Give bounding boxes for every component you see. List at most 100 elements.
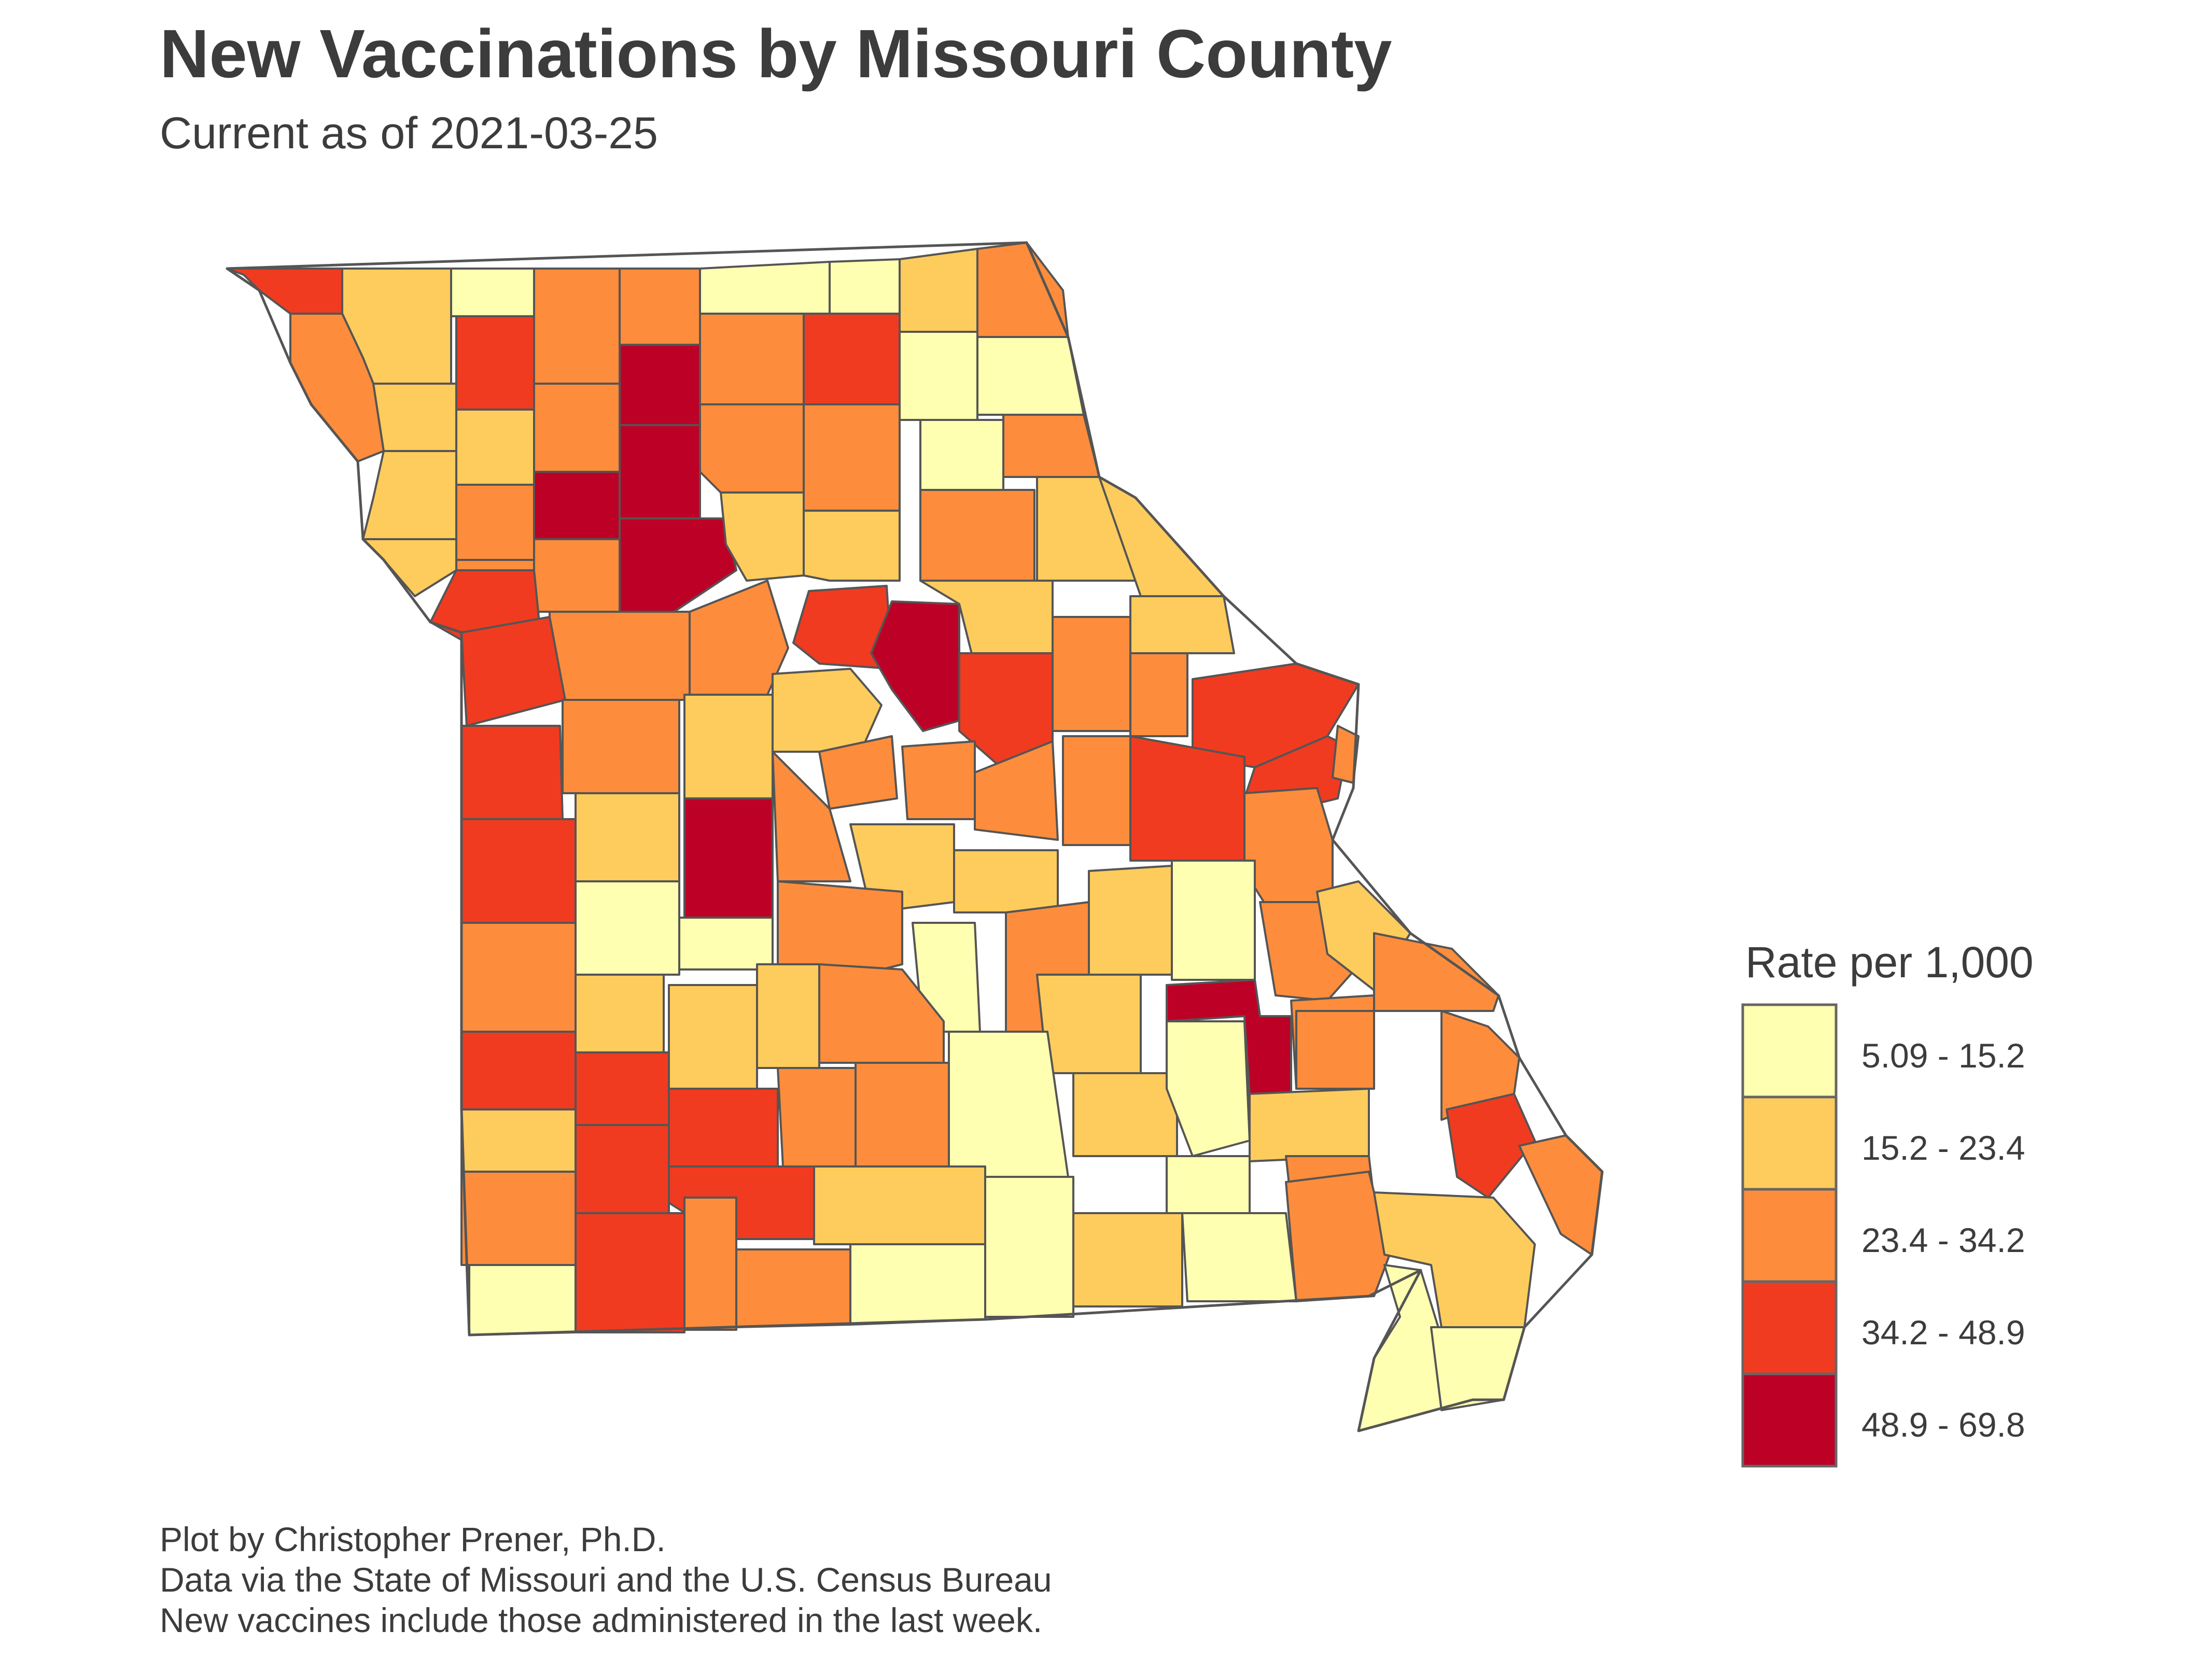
map-title: New Vaccinations by Missouri County	[160, 16, 1392, 92]
county-grundy	[533, 383, 621, 473]
legend-swatch-1	[1741, 1003, 1838, 1099]
county-moniteau	[818, 735, 898, 810]
legend-label-4: 34.2 - 48.9	[1861, 1313, 2025, 1352]
county-pettis	[683, 694, 774, 799]
caption-line-2: Data via the State of Missouri and the U…	[160, 1560, 1052, 1599]
county-lewis	[899, 331, 978, 421]
county-adair	[699, 313, 805, 405]
county-polk	[668, 984, 758, 1090]
county-worth	[450, 268, 535, 317]
county-mercer	[619, 268, 701, 346]
county-morgan	[772, 751, 851, 882]
caption-line-3: New vaccines include those administered …	[160, 1601, 1043, 1639]
county-texas	[948, 1031, 1069, 1178]
county-shannon	[1072, 1072, 1178, 1157]
legend-label-1: 5.09 - 15.2	[1861, 1036, 2025, 1075]
county-ray	[533, 538, 621, 613]
county-greene	[668, 1088, 779, 1168]
county-maries	[953, 849, 1059, 913]
county-marion	[919, 419, 1004, 491]
county-mcdonald	[468, 1264, 577, 1336]
county-buchanan	[362, 450, 457, 540]
county-daviess	[455, 409, 535, 486]
legend-swatches	[1741, 1003, 1838, 1468]
county-clark	[976, 242, 1069, 338]
county-lincoln	[1129, 595, 1235, 654]
county-ralls	[1002, 414, 1100, 478]
county-bates	[460, 818, 577, 924]
county-gentry	[455, 315, 535, 411]
county-jasper	[460, 1108, 577, 1173]
legend-label-3: 23.4 - 34.2	[1861, 1221, 2025, 1259]
county-stone	[683, 1197, 737, 1331]
county-warren	[1129, 652, 1188, 737]
county-lawrence	[575, 1124, 670, 1214]
county-st-clair	[575, 880, 680, 976]
map-subtitle: Current as of 2021-03-25	[160, 108, 658, 158]
legend-swatch-3	[1741, 1188, 1838, 1283]
county-webster	[777, 1067, 857, 1168]
county-cape-girardeau	[1440, 1010, 1520, 1121]
county-saline	[689, 580, 789, 696]
legend-swatch-4	[1741, 1280, 1838, 1375]
county-atchison	[226, 268, 343, 315]
county-cole	[901, 740, 976, 820]
county-ripley	[1181, 1212, 1297, 1302]
legend-swatch-5	[1741, 1372, 1838, 1468]
county-jackson	[460, 616, 566, 727]
county-knox	[803, 313, 901, 405]
county-lafayette	[549, 611, 691, 701]
state-outline	[226, 241, 1604, 1432]
county-crawford	[1088, 865, 1173, 976]
county-franklin	[1129, 735, 1245, 862]
county-perry	[1373, 932, 1500, 1012]
county-monroe	[919, 489, 1035, 582]
county-putnam	[699, 261, 831, 315]
county-chariton	[720, 491, 805, 582]
county-dunklin	[1430, 1326, 1525, 1411]
caption-line-1: Plot by Christopher Prener, Ph.D.	[160, 1520, 666, 1558]
county-scotland	[899, 248, 978, 333]
county-douglas	[813, 1165, 986, 1245]
county-montgomery	[1052, 616, 1131, 732]
legend-title: Rate per 1,000	[1745, 938, 2034, 987]
county-cedar	[575, 974, 665, 1053]
legend-swatch-2	[1741, 1095, 1838, 1191]
county-livingston	[619, 424, 701, 519]
caption: Plot by Christopher Prener, Ph.D. Data v…	[160, 1519, 1052, 1640]
county-howard	[792, 585, 893, 670]
county-shelby	[803, 403, 901, 512]
county-marion-n	[976, 336, 1085, 416]
county-wright	[855, 1062, 950, 1178]
county-randolph	[803, 510, 901, 582]
county-sullivan	[619, 344, 701, 426]
county-cass	[460, 725, 564, 820]
county-cooper	[772, 668, 883, 753]
legend-label-5: 48.9 - 69.8	[1861, 1405, 2025, 1444]
county-carroll	[619, 517, 737, 613]
county-dent	[1036, 974, 1142, 1074]
county-hickory	[678, 917, 774, 971]
county-taney	[735, 1248, 851, 1328]
county-benton	[683, 797, 774, 919]
county-howell	[984, 1176, 1074, 1318]
county-newton	[460, 1171, 577, 1266]
county-scott	[1446, 1093, 1536, 1199]
legend-label-2: 15.2 - 23.4	[1861, 1129, 2025, 1167]
county-macon	[699, 403, 805, 494]
county-oregon	[1072, 1212, 1183, 1307]
county-bollinger	[1295, 1010, 1375, 1090]
county-laclede	[818, 963, 945, 1064]
county-barton	[460, 1031, 577, 1110]
county-vernon	[460, 922, 577, 1033]
county-butler	[1285, 1171, 1391, 1302]
county-mississippi	[1518, 1134, 1603, 1256]
county-harrison	[533, 268, 621, 385]
county-reynolds	[1166, 1020, 1251, 1157]
county-boone	[870, 600, 960, 732]
county-ozark	[849, 1243, 986, 1326]
county-dekalb	[455, 484, 535, 561]
county-washington	[1171, 860, 1256, 981]
county-johnson	[562, 699, 680, 794]
